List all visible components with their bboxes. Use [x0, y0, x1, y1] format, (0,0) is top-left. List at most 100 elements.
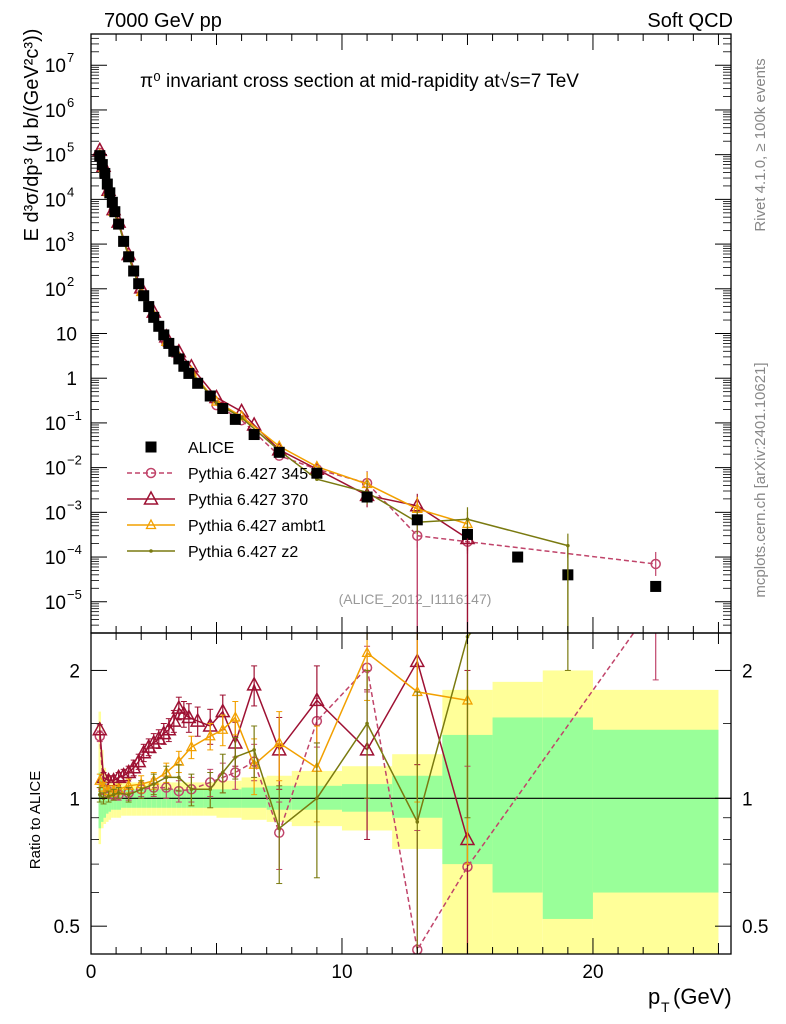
y-tick-exponent: −1 — [67, 408, 82, 423]
ratio-point-z2 — [111, 792, 116, 797]
legend-label-p370: Pythia 6.427 370 — [188, 492, 308, 509]
legend-label-p345: Pythia 6.427 345 — [188, 466, 308, 483]
ratio-point-z2 — [252, 748, 256, 752]
point-p345 — [650, 558, 661, 570]
ratio-point-ambt1 — [361, 646, 373, 658]
point-alice — [96, 159, 108, 171]
point-alice — [192, 377, 204, 389]
y-tick-label: 1 — [66, 369, 77, 390]
inner-band-bin — [592, 729, 719, 893]
point-z2 — [465, 517, 470, 522]
y-tick-label: 10 — [45, 280, 66, 301]
point-alice — [273, 446, 285, 458]
point-alice — [113, 218, 125, 230]
point-alice — [163, 337, 175, 349]
ratio-point-z2 — [139, 787, 143, 792]
ratio-point-z2 — [233, 755, 238, 759]
point-alice — [461, 528, 473, 540]
inner-band-bin — [492, 717, 543, 893]
ratio-point-z2 — [566, 519, 570, 523]
point-alice — [143, 301, 155, 313]
ratio-point-p370 — [120, 763, 137, 779]
ratio-point-p370 — [130, 753, 147, 768]
point-alice — [204, 390, 216, 402]
point-alice — [153, 320, 165, 332]
series-alice — [94, 150, 662, 592]
legend: ALICE Pythia 6.427 345 Pythia 6.427 370 Pyt… — [127, 440, 326, 561]
ratio-point-p370 — [246, 676, 262, 691]
ratio-point-p370 — [140, 738, 157, 753]
y-tick-exponent: 4 — [67, 184, 74, 199]
point-alice — [101, 178, 113, 190]
x-tick-label: 20 — [582, 962, 603, 983]
ratio-line-ambt1 — [99, 651, 468, 792]
point-alice — [183, 367, 195, 379]
point-alice — [650, 580, 662, 592]
header-right-label: Soft QCD — [647, 10, 733, 32]
ratio-point-z2 — [315, 796, 319, 801]
ratio-point-p370 — [171, 699, 187, 714]
point-alice — [178, 360, 190, 372]
ratio-point-z2 — [151, 782, 156, 786]
y-tick-label: 10 — [45, 548, 66, 569]
x-axis-label: p T (GeV) — [648, 984, 732, 1015]
ratio-y-tick-label-right: 1 — [742, 789, 753, 810]
y-tick-label: 10 — [45, 459, 66, 480]
point-alice — [173, 353, 185, 365]
point-alice — [123, 251, 135, 263]
x-axis-label-p: p — [648, 984, 660, 1009]
y-tick-exponent: 2 — [67, 274, 74, 289]
y-tick-label: 10 — [45, 414, 66, 435]
ratio-point-p370 — [309, 691, 325, 707]
ratio-point-z2 — [220, 770, 225, 775]
y-axis-label-text: E d³σ/dp³ (μ b/(GeV²c³)) — [21, 29, 43, 242]
ratio-point-ambt1 — [97, 781, 110, 792]
point-alice — [229, 413, 241, 425]
header-left-label: 7000 GeV pp — [104, 10, 222, 32]
ratio-point-ambt1 — [229, 711, 241, 722]
point-alice — [133, 278, 145, 290]
point-alice — [109, 206, 121, 218]
point-alice — [148, 311, 160, 323]
plot-title: π⁰ invariant cross section at mid-rapidi… — [140, 71, 579, 92]
y-tick-exponent: −3 — [67, 497, 82, 512]
ratio-point-ambt1 — [273, 736, 285, 748]
ratio-point-z2 — [126, 792, 131, 797]
y-tick-exponent: 3 — [67, 229, 74, 244]
ratio-y-tick-label-left: 1 — [69, 789, 80, 810]
legend-marker-p370 — [143, 490, 159, 505]
ratio-point-z2 — [277, 826, 282, 831]
y-tick-exponent: 7 — [67, 50, 74, 65]
main-frame — [90, 33, 732, 634]
legend-label-ambt1: Pythia 6.427 ambt1 — [188, 518, 326, 535]
rivet-label: Rivet 4.1.0, ≥ 100k events — [752, 58, 769, 231]
y-tick-label: 10 — [45, 101, 66, 122]
legend-marker-z2 — [149, 549, 153, 553]
ratio-point-ambt1 — [94, 774, 106, 785]
point-alice — [104, 187, 116, 199]
ratio-point-p370 — [92, 721, 108, 736]
point-alice — [128, 265, 140, 277]
mcplots-label: mcplots.cern.ch [arXiv:2401.10621] — [752, 362, 769, 597]
legend-marker-ambt1 — [145, 518, 157, 530]
series-p370 — [92, 141, 476, 551]
main-plot-layer — [92, 141, 662, 633]
ratio-y-axis-label: Ratio to ALICE — [27, 771, 44, 869]
legend-label-z2: Pythia 6.427 z2 — [188, 544, 298, 561]
ratio-point-p370 — [189, 712, 206, 727]
ratio-y-tick-label-right: 2 — [742, 661, 753, 682]
ratio-series-z2 — [96, 519, 571, 954]
point-alice — [158, 329, 170, 341]
point-alice — [411, 514, 423, 526]
analysis-label: (ALICE_2012_I1116147) — [339, 591, 492, 607]
x-axis-label-sub: T — [661, 999, 670, 1015]
ratio-point-p370 — [161, 721, 177, 736]
legend-label-alice: ALICE — [188, 440, 234, 457]
inner-band-bin — [542, 717, 593, 919]
inner-band-bin — [241, 787, 267, 808]
x-tick-label: 0 — [86, 962, 97, 983]
y-tick-label: 10 — [45, 56, 66, 77]
ratio-point-z2 — [415, 820, 420, 824]
